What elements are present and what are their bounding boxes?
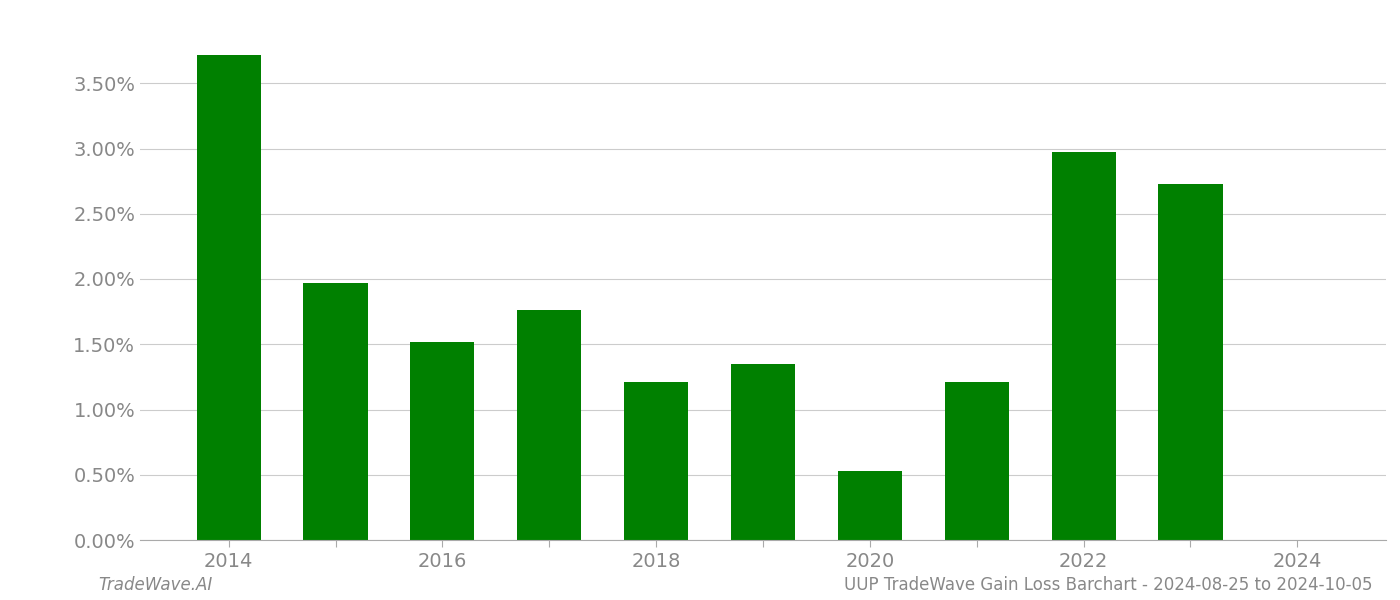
Bar: [1051, 152, 1116, 540]
Bar: [196, 55, 260, 540]
Bar: [731, 364, 795, 540]
Bar: [517, 310, 581, 540]
Bar: [945, 382, 1009, 540]
Bar: [1158, 184, 1222, 540]
Bar: [624, 382, 689, 540]
Text: UUP TradeWave Gain Loss Barchart - 2024-08-25 to 2024-10-05: UUP TradeWave Gain Loss Barchart - 2024-…: [843, 576, 1372, 594]
Bar: [304, 283, 368, 540]
Text: TradeWave.AI: TradeWave.AI: [98, 576, 213, 594]
Bar: [410, 341, 475, 540]
Bar: [837, 471, 902, 540]
